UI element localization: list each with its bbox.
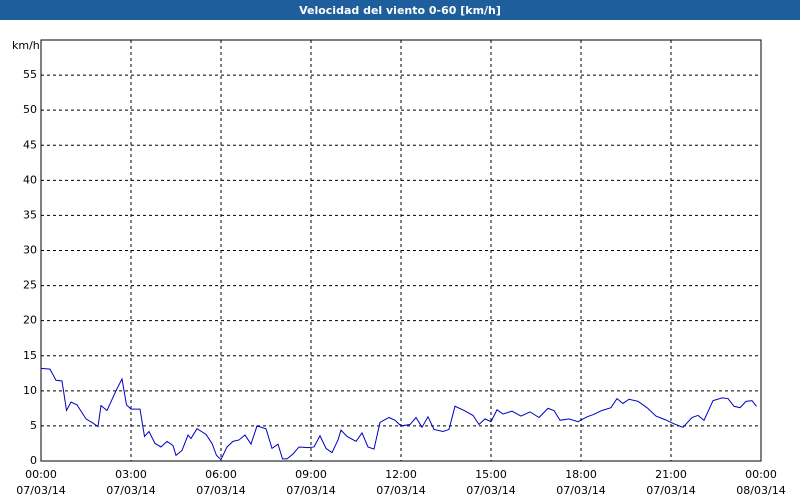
y-tick-label: 35	[23, 208, 37, 221]
x-tick-label: 06:00	[205, 468, 237, 481]
y-tick-label: 25	[23, 279, 37, 292]
x-tick-date: 07/03/14	[646, 484, 695, 497]
x-tick-date: 08/03/14	[736, 484, 785, 497]
x-tick-label: 15:00	[475, 468, 507, 481]
x-tick-date: 07/03/14	[376, 484, 425, 497]
y-tick-label: 0	[30, 454, 37, 467]
y-tick-label: 50	[23, 103, 37, 116]
title-bar	[0, 0, 800, 20]
y-tick-label: 5	[30, 419, 37, 432]
chart-title: Velocidad del viento 0-60 [km/h]	[299, 4, 501, 17]
x-tick-label: 18:00	[565, 468, 597, 481]
x-tick-label: 12:00	[385, 468, 417, 481]
plot-frame	[40, 39, 762, 462]
x-tick-date: 07/03/14	[556, 484, 605, 497]
y-tick-label: 40	[23, 173, 37, 186]
y-tick-label: 55	[23, 68, 37, 81]
data-line	[40, 367, 757, 461]
x-tick-date: 07/03/14	[196, 484, 245, 497]
y-tick-label: 30	[23, 244, 37, 257]
x-tick-label: 21:00	[655, 468, 687, 481]
x-tick-date: 07/03/14	[286, 484, 335, 497]
x-tick-label: 00:00	[745, 468, 777, 481]
y-tick-label: 15	[23, 349, 37, 362]
x-tick-date: 07/03/14	[466, 484, 515, 497]
x-tick-label: 09:00	[295, 468, 327, 481]
y-axis-label: km/h	[12, 39, 40, 52]
y-tick-label: 45	[23, 138, 37, 151]
y-tick-label: 10	[23, 384, 37, 397]
x-tick-date: 07/03/14	[106, 484, 155, 497]
x-tick-date: 07/03/14	[16, 484, 65, 497]
x-tick-label: 00:00	[25, 468, 57, 481]
y-tick-label: 20	[23, 314, 37, 327]
x-tick-label: 03:00	[115, 468, 147, 481]
